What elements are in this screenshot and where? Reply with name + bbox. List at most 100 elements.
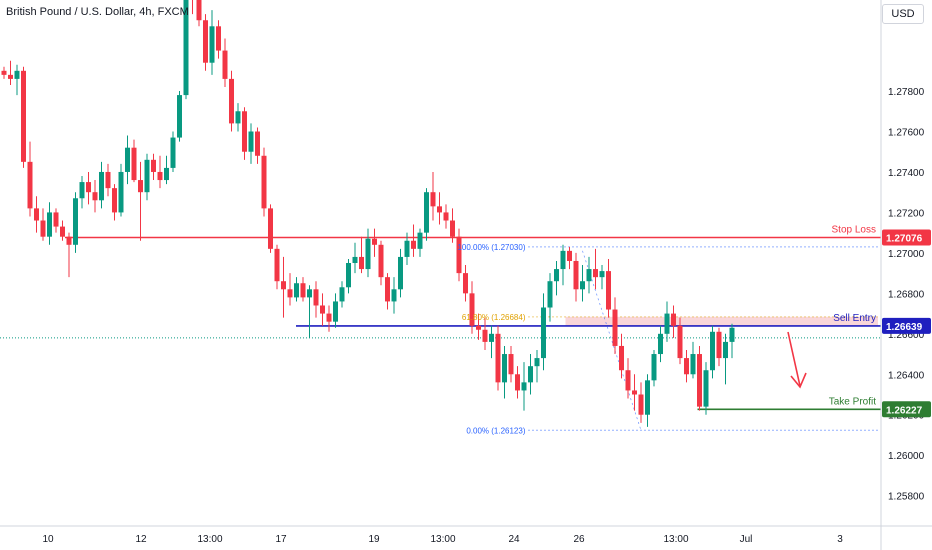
candle-body (34, 208, 39, 221)
candle-body (658, 333, 663, 355)
candle-body (508, 354, 514, 375)
fib-level-label: 0.00% (1.26123) (466, 426, 525, 435)
candle-body (320, 305, 325, 314)
take-profit-label: Take Profit (829, 396, 876, 407)
sell-entry-label: Sell Entry (833, 313, 876, 324)
time-tick-label: 12 (135, 534, 147, 545)
candle-body (547, 281, 553, 308)
candle-body (196, 0, 202, 21)
time-tick-label: 26 (573, 534, 585, 545)
price-tick-label: 1.27600 (888, 128, 925, 139)
candle-body (183, 0, 189, 96)
candle-body (216, 26, 221, 51)
time-tick-label: 13:00 (430, 534, 455, 545)
candle-body (541, 307, 546, 359)
fib-trend-line (582, 250, 642, 431)
candle-body (697, 354, 702, 407)
horizontal-lines-layer (0, 236, 881, 431)
candle-body (170, 137, 176, 168)
candle-body (157, 171, 163, 181)
candle-body (378, 244, 384, 278)
candle-body (339, 287, 345, 302)
candle-body (248, 131, 254, 152)
candle-body (671, 313, 676, 326)
candle-body (586, 269, 592, 282)
candle-body (313, 289, 319, 306)
candle-body (79, 182, 85, 199)
candle-body (268, 208, 273, 249)
currency-button[interactable]: USD (882, 4, 924, 24)
candle-body (235, 111, 241, 124)
candle-body (105, 171, 111, 189)
candle-body (573, 260, 579, 290)
candle-body (463, 273, 468, 294)
fib-level-label: 61.80% (1.26684) (462, 313, 526, 322)
candle-body (450, 220, 455, 237)
candle-body (86, 182, 91, 193)
candle-body (209, 26, 215, 63)
candle-body (443, 212, 449, 221)
candle-body (398, 256, 403, 290)
candle-body (326, 313, 332, 322)
sell-entry-price-tag (882, 317, 931, 334)
candle-body (684, 358, 689, 375)
candle-body (625, 370, 631, 391)
candle-body (359, 256, 364, 270)
candle-body (274, 248, 280, 282)
candle-body (47, 212, 52, 237)
time-tick-label: 10 (42, 534, 54, 545)
candle-body (482, 329, 488, 342)
candle-body (411, 240, 416, 249)
candle-body (164, 167, 169, 181)
candle-body (502, 354, 507, 383)
candle-body (404, 240, 410, 257)
stop-loss-price-tag (882, 229, 931, 246)
candle-body (664, 313, 670, 334)
stop-loss-label: Stop Loss (832, 225, 876, 236)
candle-body (144, 159, 150, 193)
candle-body (203, 20, 208, 63)
candle-body (261, 155, 267, 209)
price-axis-bg (881, 0, 932, 550)
candle-body (352, 256, 358, 263)
price-tick-label: 1.27200 (888, 208, 925, 219)
candle-body (287, 289, 293, 298)
time-tick-label: 24 (508, 534, 520, 545)
candle-body (294, 283, 299, 298)
candle-body (242, 111, 247, 152)
candle-body (599, 271, 605, 278)
candle-body (645, 380, 650, 415)
candle-body (567, 250, 572, 261)
candle-body (177, 95, 182, 138)
candle-body (385, 277, 390, 302)
candle-body (729, 327, 735, 342)
candle-body (469, 293, 475, 326)
candle-body (716, 331, 722, 359)
candle-body (281, 281, 286, 290)
candle-body (138, 180, 143, 193)
candle-body (222, 50, 228, 79)
candle-body (495, 333, 501, 383)
candle-body (151, 159, 156, 172)
sell-entry-price-tag-text: 1.26639 (886, 322, 923, 333)
forecast-arrow-head (790, 372, 807, 389)
price-tick-label: 1.26000 (888, 451, 925, 462)
time-tick-label: 19 (368, 534, 380, 545)
candle-body (638, 394, 644, 415)
candle-body (515, 374, 520, 391)
candle-body (60, 226, 65, 237)
candle-body (229, 78, 234, 124)
candle-body (417, 232, 423, 249)
sell-zone (565, 316, 878, 326)
candle-body (437, 206, 442, 213)
candle-body (307, 289, 312, 298)
candle-body (619, 345, 624, 371)
candle-body (554, 269, 559, 282)
candle-body (560, 250, 566, 270)
candle-body (346, 263, 351, 288)
candle-body (73, 198, 78, 245)
candle-body (112, 188, 117, 213)
candle-body (53, 212, 59, 227)
